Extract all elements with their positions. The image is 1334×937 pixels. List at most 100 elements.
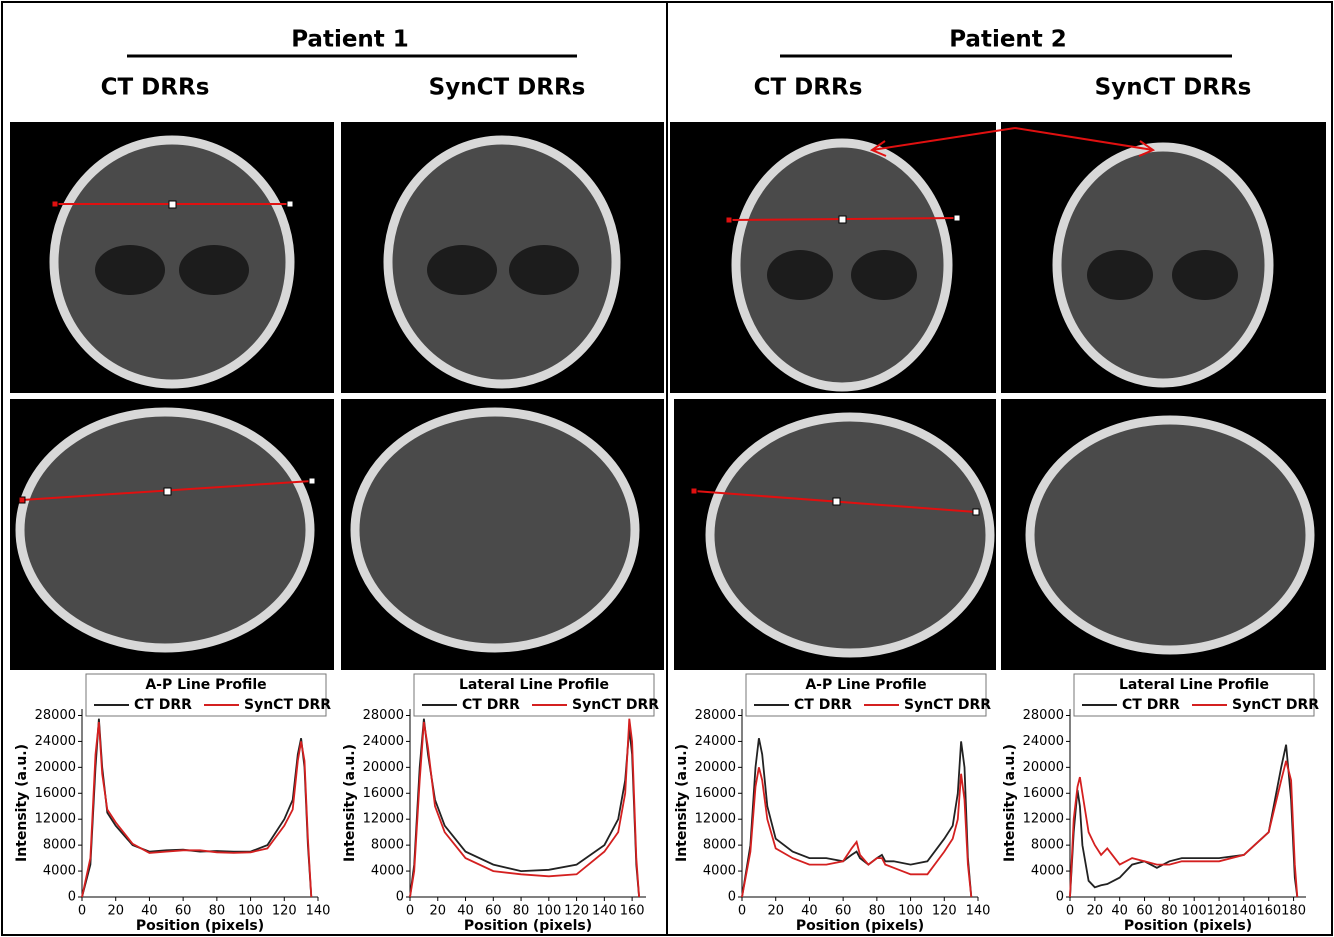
profile-line: [409, 718, 640, 898]
x-tick-label: 80: [869, 904, 886, 919]
y-tick-label: 4000: [703, 864, 736, 879]
y-tick-label: 20000: [695, 760, 736, 775]
y-tick-label: 24000: [35, 734, 76, 749]
x-tick-label: 120: [272, 904, 297, 919]
x-tick-label: 120: [564, 904, 589, 919]
profile-line: [741, 767, 973, 898]
y-tick-label: 24000: [695, 734, 736, 749]
x-axis-label: Position (pixels): [796, 918, 924, 934]
legend-box: [1073, 673, 1315, 717]
legend-box: [85, 673, 327, 717]
x-tick-label: 100: [536, 904, 561, 919]
y-axis-label: Intensity (a.u.): [674, 744, 690, 862]
y-tick-label: 16000: [695, 786, 736, 801]
y-tick-label: 12000: [695, 812, 736, 827]
x-tick-label: 40: [457, 904, 474, 919]
chart-title: A-P Line Profile: [805, 677, 926, 693]
chart-title: Lateral Line Profile: [459, 677, 609, 693]
y-tick-label: 16000: [363, 786, 404, 801]
x-tick-label: 0: [406, 904, 414, 919]
x-tick-label: 180: [1281, 904, 1306, 919]
legend-label: CT DRR: [794, 697, 852, 713]
profile-line: [1069, 760, 1299, 898]
patient-title: Patient 2: [949, 27, 1067, 53]
x-tick-label: 140: [592, 904, 617, 919]
column-label: CT DRRs: [754, 75, 863, 101]
patient-title: Patient 1: [291, 27, 409, 53]
legend-label: CT DRR: [462, 697, 520, 713]
y-tick-label: 0: [68, 890, 76, 905]
y-tick-label: 28000: [1023, 708, 1064, 723]
legend-label: SynCT DRR: [572, 697, 659, 713]
x-tick-label: 20: [767, 904, 784, 919]
x-tick-label: 20: [1087, 904, 1104, 919]
y-tick-label: 24000: [1023, 734, 1064, 749]
y-tick-label: 0: [396, 890, 404, 905]
y-tick-label: 20000: [1023, 760, 1064, 775]
y-tick-label: 0: [1056, 890, 1064, 905]
profile-line: [741, 738, 973, 898]
y-tick-label: 0: [728, 890, 736, 905]
y-tick-label: 20000: [35, 760, 76, 775]
x-tick-label: 100: [238, 904, 263, 919]
x-axis-label: Position (pixels): [1124, 918, 1252, 934]
drr-images: [10, 122, 1326, 670]
legend-label: SynCT DRR: [244, 697, 331, 713]
y-tick-label: 4000: [371, 864, 404, 879]
x-axis-label: Position (pixels): [464, 918, 592, 934]
x-tick-label: 40: [1111, 904, 1128, 919]
x-tick-label: 60: [835, 904, 852, 919]
legend-label: SynCT DRR: [904, 697, 991, 713]
column-label: CT DRRs: [101, 75, 210, 101]
legend-label: CT DRR: [134, 697, 192, 713]
x-axis-label: Position (pixels): [136, 918, 264, 934]
profile-line: [81, 718, 313, 898]
x-tick-label: 80: [513, 904, 530, 919]
y-tick-label: 4000: [43, 864, 76, 879]
legend-label: CT DRR: [1122, 697, 1180, 713]
y-axis-label: Intensity (a.u.): [14, 744, 30, 862]
x-tick-label: 100: [898, 904, 923, 919]
legend-box: [413, 673, 655, 717]
x-tick-label: 40: [141, 904, 158, 919]
y-axis-label: Intensity (a.u.): [1002, 744, 1018, 862]
column-label: SynCT DRRs: [1095, 75, 1252, 101]
x-tick-label: 140: [306, 904, 331, 919]
legend-label: SynCT DRR: [1232, 697, 1319, 713]
x-tick-label: 20: [107, 904, 124, 919]
y-tick-label: 16000: [35, 786, 76, 801]
x-tick-label: 100: [1182, 904, 1207, 919]
y-tick-label: 16000: [1023, 786, 1064, 801]
x-tick-label: 80: [209, 904, 226, 919]
x-tick-label: 140: [1231, 904, 1256, 919]
x-tick-label: 80: [1161, 904, 1178, 919]
x-tick-label: 0: [78, 904, 86, 919]
profile-line: [1069, 744, 1299, 898]
x-tick-label: 60: [485, 904, 502, 919]
column-label: SynCT DRRs: [429, 75, 586, 101]
y-tick-label: 28000: [35, 708, 76, 723]
y-tick-label: 12000: [363, 812, 404, 827]
profile-line: [81, 721, 313, 898]
x-tick-label: 0: [738, 904, 746, 919]
y-tick-label: 8000: [1031, 838, 1064, 853]
y-tick-label: 4000: [1031, 864, 1064, 879]
x-tick-label: 20: [429, 904, 446, 919]
y-axis-label: Intensity (a.u.): [342, 744, 358, 862]
x-tick-label: 160: [620, 904, 645, 919]
y-tick-label: 20000: [363, 760, 404, 775]
chart-title: Lateral Line Profile: [1119, 677, 1269, 693]
x-tick-label: 120: [932, 904, 957, 919]
profile-line: [409, 718, 640, 898]
legend-box: [745, 673, 987, 717]
x-tick-label: 120: [1207, 904, 1232, 919]
y-tick-label: 8000: [43, 838, 76, 853]
x-tick-label: 40: [801, 904, 818, 919]
x-tick-label: 60: [175, 904, 192, 919]
chart-title: A-P Line Profile: [145, 677, 266, 693]
y-tick-label: 8000: [703, 838, 736, 853]
profile-markers: [18, 200, 980, 516]
y-tick-label: 12000: [35, 812, 76, 827]
x-tick-label: 160: [1256, 904, 1281, 919]
